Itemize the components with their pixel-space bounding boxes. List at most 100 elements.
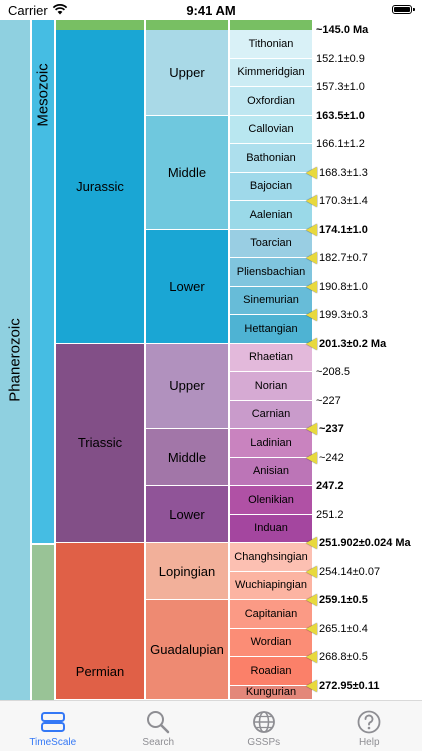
- epoch-cell-middle-label: Middle: [168, 165, 206, 180]
- boundary-age[interactable]: 182.7±0.7: [316, 251, 368, 265]
- stage-cell-rhaetian[interactable]: Rhaetian: [230, 344, 312, 373]
- period-cell-jurassic[interactable]: Jurassic: [56, 30, 144, 344]
- stage-cell-bajocian[interactable]: Bajocian: [230, 173, 312, 202]
- boundary-age[interactable]: 199.3±0.3: [316, 308, 368, 322]
- era-cell-paleozoic[interactable]: [32, 545, 54, 700]
- boundary-age[interactable]: 201.3±0.2 Ma: [316, 337, 386, 351]
- boundary-age: ~227: [316, 394, 341, 408]
- epoch-cell-upper[interactable]: Upper: [146, 30, 228, 116]
- epoch-cell-middle[interactable]: Middle: [146, 116, 228, 230]
- gssp-marker-icon[interactable]: [306, 423, 317, 435]
- gssp-marker-icon[interactable]: [306, 623, 317, 635]
- stage-cell-induan[interactable]: Induan: [230, 515, 312, 544]
- stage-cell-pliensbachian-label: Pliensbachian: [237, 266, 306, 278]
- stage-cell-norian[interactable]: Norian: [230, 372, 312, 401]
- gssp-marker-icon[interactable]: [306, 281, 317, 293]
- stage-cell-changhsingian[interactable]: Changhsingian: [230, 543, 312, 572]
- boundary-age[interactable]: 251.902±0.024 Ma: [316, 536, 411, 550]
- boundary-age[interactable]: 170.3±1.4: [316, 194, 368, 208]
- stage-cell-wordian[interactable]: Wordian: [230, 629, 312, 658]
- period-cell-permian[interactable]: Permian: [56, 543, 144, 700]
- top-strip: [230, 20, 312, 30]
- epoch-cell-guadalupian[interactable]: Guadalupian: [146, 600, 228, 700]
- stage-cell-oxfordian-label: Oxfordian: [247, 95, 295, 107]
- period-cell-triassic[interactable]: Triassic: [56, 344, 144, 544]
- stage-cell-olenikian[interactable]: Olenikian: [230, 486, 312, 515]
- boundary-age: 247.2: [316, 479, 344, 493]
- tab-gssps[interactable]: GSSPs: [211, 701, 317, 751]
- stage-cell-capitanian[interactable]: Capitanian: [230, 600, 312, 629]
- gssp-marker-icon[interactable]: [306, 566, 317, 578]
- boundary-age[interactable]: 254.14±0.07: [316, 565, 380, 579]
- stage-cell-hettangian-label: Hettangian: [244, 323, 297, 335]
- boundary-age[interactable]: 265.1±0.4: [316, 622, 368, 636]
- epoch-cell-middle[interactable]: Middle: [146, 429, 228, 486]
- tab-search[interactable]: Search: [106, 701, 212, 751]
- eon-cell-phanerozoic[interactable]: Phanerozoic: [0, 20, 30, 700]
- era-label: Mesozoic: [35, 63, 52, 126]
- gssp-marker-icon[interactable]: [306, 680, 317, 692]
- epoch-cell-guadalupian-label: Guadalupian: [150, 642, 224, 657]
- gssp-marker-icon[interactable]: [306, 224, 317, 236]
- stage-cell-pliensbachian[interactable]: Pliensbachian: [230, 258, 312, 287]
- stage-cell-oxfordian[interactable]: Oxfordian: [230, 87, 312, 116]
- epoch-cell-lopingian-label: Lopingian: [159, 564, 215, 579]
- stage-cell-bathonian[interactable]: Bathonian: [230, 144, 312, 173]
- gssp-marker-icon[interactable]: [306, 309, 317, 321]
- stage-cell-hettangian[interactable]: Hettangian: [230, 315, 312, 344]
- help-icon: [356, 709, 382, 735]
- stage-cell-kimmeridgian[interactable]: Kimmeridgian: [230, 59, 312, 88]
- epoch-cell-lopingian[interactable]: Lopingian: [146, 543, 228, 600]
- boundary-age-label: 265.1±0.4: [319, 623, 368, 635]
- stage-cell-norian-label: Norian: [255, 380, 287, 392]
- gssp-marker-icon[interactable]: [306, 651, 317, 663]
- stage-cell-aalenian[interactable]: Aalenian: [230, 201, 312, 230]
- stage-cell-tithonian[interactable]: Tithonian: [230, 30, 312, 59]
- stage-cell-bajocian-label: Bajocian: [250, 180, 292, 192]
- boundary-age[interactable]: ~242: [316, 451, 344, 465]
- stage-cell-toarcian[interactable]: Toarcian: [230, 230, 312, 259]
- stage-cell-roadian[interactable]: Roadian: [230, 657, 312, 686]
- stage-cell-kungurian[interactable]: Kungurian: [230, 686, 312, 701]
- stage-cell-wuchiapingian[interactable]: Wuchiapingian: [230, 572, 312, 601]
- boundary-age-label: 199.3±0.3: [319, 309, 368, 321]
- gssp-marker-icon[interactable]: [306, 338, 317, 350]
- stage-cell-sinemurian[interactable]: Sinemurian: [230, 287, 312, 316]
- boundary-age[interactable]: 168.3±1.3: [316, 166, 368, 180]
- gssp-marker-icon[interactable]: [306, 195, 317, 207]
- boundary-age[interactable]: 190.8±1.0: [316, 280, 368, 294]
- gssp-marker-icon[interactable]: [306, 452, 317, 464]
- gssp-marker-icon[interactable]: [306, 594, 317, 606]
- boundary-age-label: 163.5±1.0: [316, 110, 365, 122]
- boundary-age[interactable]: 268.8±0.5: [316, 650, 368, 664]
- boundary-age[interactable]: 272.95±0.11: [316, 679, 379, 693]
- tab-label: TimeScale: [29, 737, 76, 748]
- epoch-cell-lower[interactable]: Lower: [146, 486, 228, 543]
- boundary-age[interactable]: ~237: [316, 422, 344, 436]
- boundary-age: ~208.5: [316, 365, 350, 379]
- gssp-marker-icon[interactable]: [306, 252, 317, 264]
- tab-timescale[interactable]: TimeScale: [0, 701, 106, 751]
- stage-cell-callovian-label: Callovian: [248, 123, 293, 135]
- boundary-age-label: ~242: [319, 452, 344, 464]
- period-cell-jurassic-label: Jurassic: [76, 179, 124, 194]
- epoch-cell-lower[interactable]: Lower: [146, 230, 228, 344]
- tab-help[interactable]: Help: [317, 701, 422, 751]
- epoch-cell-upper[interactable]: Upper: [146, 344, 228, 430]
- stage-cell-sinemurian-label: Sinemurian: [243, 294, 299, 306]
- stage-cell-callovian[interactable]: Callovian: [230, 116, 312, 145]
- boundary-age-label: 259.1±0.5: [319, 594, 368, 606]
- stage-cell-kungurian-label: Kungurian: [246, 686, 296, 698]
- top-strip: [146, 20, 228, 30]
- globe-icon: [251, 709, 277, 735]
- stage-cell-carnian[interactable]: Carnian: [230, 401, 312, 430]
- era-cell-mesozoic[interactable]: Mesozoic: [32, 20, 54, 543]
- boundary-age[interactable]: 174.1±1.0: [316, 223, 368, 237]
- gssp-marker-icon[interactable]: [306, 167, 317, 179]
- stage-cell-ladinian[interactable]: Ladinian: [230, 429, 312, 458]
- stage-cell-anisian[interactable]: Anisian: [230, 458, 312, 487]
- boundary-age-label: ~227: [316, 395, 341, 407]
- gssp-marker-icon[interactable]: [306, 537, 317, 549]
- boundary-age-label: 182.7±0.7: [319, 252, 368, 264]
- boundary-age[interactable]: 259.1±0.5: [316, 593, 368, 607]
